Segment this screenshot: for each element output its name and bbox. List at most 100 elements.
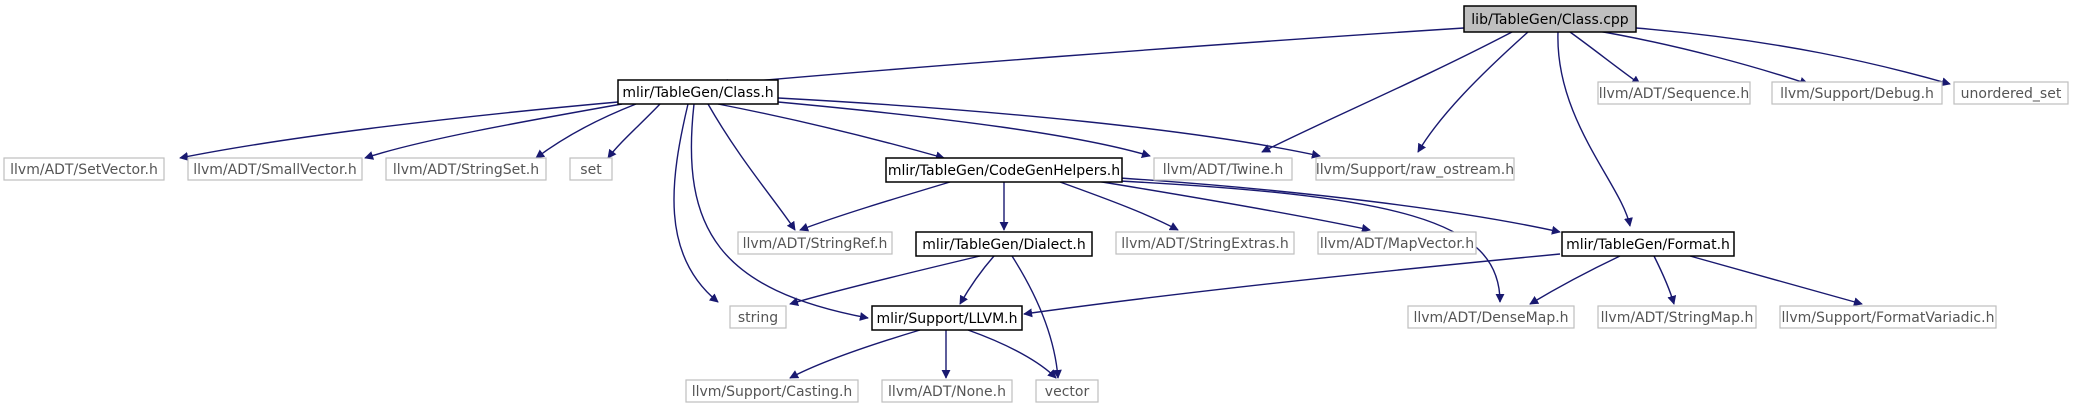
node-label: llvm/ADT/Sequence.h [1599,86,1749,102]
node-llvm-h[interactable]: mlir/Support/LLVM.h [871,305,1023,331]
edge-classcpp-to-format [1557,31,1633,227]
node-label: mlir/TableGen/Dialect.h [922,237,1085,253]
node-string[interactable]: string [729,305,787,329]
edge-classh-to-rawostream [777,97,1321,159]
node-label: llvm/ADT/StringSet.h [393,162,539,178]
node-label: llvm/ADT/StringRef.h [743,236,888,252]
node-label: lib/TableGen/Class.cpp [1471,12,1629,28]
node-label: llvm/ADT/DenseMap.h [1413,310,1568,326]
node-box [885,157,1123,183]
node-vector[interactable]: vector [1035,379,1099,403]
edge-classh-to-smallvector [364,103,623,160]
edge-format-to-densemap [1529,255,1621,305]
edge-classh-to-string [673,103,719,303]
node-mapvector-h[interactable]: llvm/ADT/MapVector.h [1317,231,1477,255]
edge-format-to-llvmh [1023,253,1561,318]
edge-classcpp-to-rawostream [1417,31,1529,153]
node-box [1561,231,1735,257]
node-label: mlir/Support/LLVM.h [877,311,1018,327]
node-codegenhelpers-h[interactable]: mlir/TableGen/CodeGenHelpers.h [885,157,1123,183]
node-stringset-h[interactable]: llvm/ADT/StringSet.h [385,157,547,181]
node-box [1317,231,1477,255]
node-setvector-h[interactable]: llvm/ADT/SetVector.h [3,157,165,181]
node-box [1779,305,1997,329]
node-box [729,305,787,329]
edge-classh-to-setvector [179,101,619,161]
node-box [881,379,1013,403]
node-box [3,157,165,181]
node-unordered-set[interactable]: unordered_set [1953,81,2069,105]
edge-classh-to-stringref [707,103,796,231]
node-smallvector-h[interactable]: llvm/ADT/SmallVector.h [187,157,363,181]
node-box [1463,5,1637,33]
node-box [1153,157,1293,181]
edge-classcpp-to-sequence [1569,31,1641,85]
dependency-edges [179,27,1951,379]
node-densemap-h[interactable]: llvm/ADT/DenseMap.h [1407,305,1575,329]
edge-format-to-formatvariadic [1689,255,1863,307]
node-label: llvm/Support/FormatVariadic.h [1782,310,1995,326]
node-label: llvm/ADT/MapVector.h [1320,236,1474,252]
node-formatvariadic-h[interactable]: llvm/Support/FormatVariadic.h [1779,305,1997,329]
edge-dialect-to-string [789,255,981,306]
node-box [1035,379,1099,403]
edge-codegen-to-format [1119,177,1561,235]
node-set[interactable]: set [569,157,613,181]
node-box [685,379,859,403]
node-label: llvm/ADT/StringExtras.h [1121,236,1288,252]
node-twine-h[interactable]: llvm/ADT/Twine.h [1153,157,1293,181]
node-box [871,305,1023,331]
node-box [385,157,547,181]
node-stringmap-h[interactable]: llvm/ADT/StringMap.h [1597,305,1757,329]
edge-codegen-to-mapvector [1089,179,1371,233]
node-label: mlir/TableGen/Class.h [622,85,773,101]
node-label: llvm/Support/Casting.h [692,384,853,400]
node-label: llvm/ADT/Twine.h [1163,162,1283,178]
node-raw-ostream-h[interactable]: llvm/Support/raw_ostream.h [1315,157,1515,181]
node-debug-h[interactable]: llvm/Support/Debug.h [1771,81,1943,105]
edge-llvmh-to-casting [789,329,921,379]
node-label: vector [1045,384,1090,400]
node-none-h[interactable]: llvm/ADT/None.h [881,379,1013,403]
edge-classcpp-to-twine [1261,31,1513,153]
node-label: mlir/TableGen/Format.h [1566,237,1730,253]
edge-classh-to-codegenhelpers [717,103,945,161]
edge-format-to-stringmap [1653,255,1677,305]
edge-codegen-to-stringref [799,181,951,232]
dependency-nodes: lib/TableGen/Class.cpp mlir/TableGen/Cla… [3,5,2069,403]
edge-dialect-to-vector [1011,255,1062,379]
node-label: llvm/Support/Debug.h [1780,86,1934,102]
node-label: string [738,310,778,326]
node-casting-h[interactable]: llvm/Support/Casting.h [685,379,859,403]
edge-dialect-to-llvmh [959,255,995,305]
node-box [569,157,613,181]
edge-classcpp-to-classh [719,27,1465,88]
edge-classh-to-stringset [535,103,637,159]
edge-codegen-to-stringextras [1059,181,1179,231]
node-format-h[interactable]: mlir/TableGen/Format.h [1561,231,1735,257]
node-label: unordered_set [1961,86,2062,102]
node-sequence-h[interactable]: llvm/ADT/Sequence.h [1597,81,1751,105]
edge-classh-to-llvmh [690,103,869,321]
node-box [1407,305,1575,329]
edge-classcpp-to-debug [1591,29,1809,86]
node-label: llvm/ADT/StringMap.h [1601,310,1754,326]
edge-classh-to-twine [777,101,1151,158]
node-box [1315,157,1515,181]
edge-classcpp-to-unorderedset [1635,27,1951,87]
node-dialect-h[interactable]: mlir/TableGen/Dialect.h [915,231,1093,257]
node-box [1771,81,1943,105]
node-class-cpp[interactable]: lib/TableGen/Class.cpp [1463,5,1637,33]
edge-codegen-to-densemap [1099,179,1505,303]
edge-llvmh-to-vector [967,329,1057,379]
node-label: llvm/ADT/SetVector.h [10,162,158,178]
node-box [1115,231,1295,255]
node-label: llvm/ADT/None.h [888,384,1006,400]
node-stringextras-h[interactable]: llvm/ADT/StringExtras.h [1115,231,1295,255]
node-label: mlir/TableGen/CodeGenHelpers.h [888,163,1120,179]
node-box [1953,81,2069,105]
node-class-h[interactable]: mlir/TableGen/Class.h [617,79,779,105]
node-box [1597,305,1757,329]
node-stringref-h[interactable]: llvm/ADT/StringRef.h [737,231,893,255]
